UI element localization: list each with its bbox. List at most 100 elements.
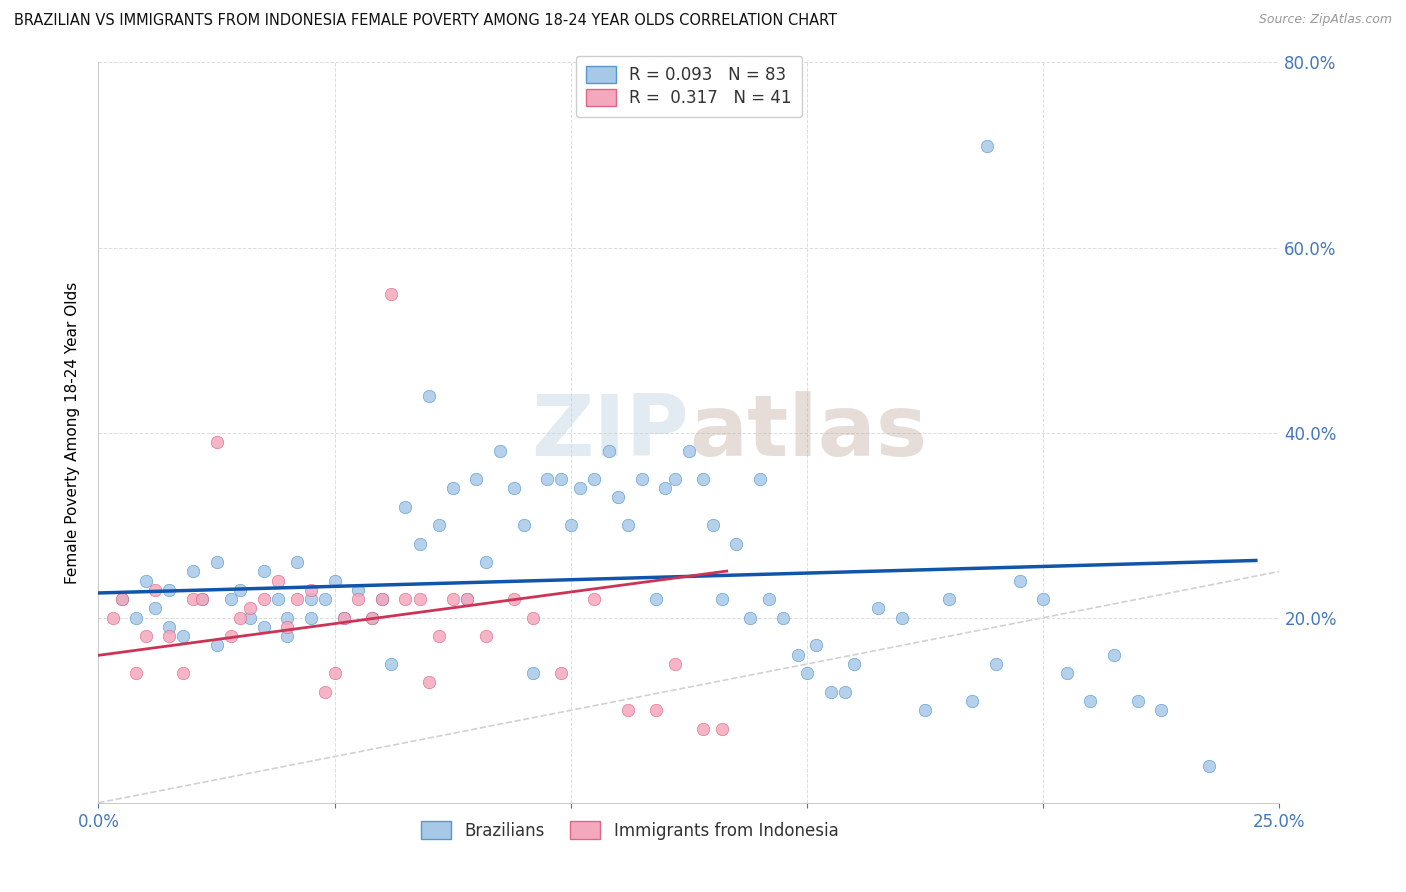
Point [380,286,402,301]
Point [678,444,700,458]
Point [456,592,478,607]
Point [239,601,262,615]
Text: ZIP: ZIP [531,391,689,475]
Point [866,601,889,615]
Point [408,592,430,607]
Point [740,610,762,624]
Point [616,518,638,533]
Point [181,592,204,607]
Point [725,536,748,550]
Point [219,592,242,607]
Point [1056,666,1078,681]
Point [976,138,998,153]
Point [361,610,384,624]
Point [205,639,228,653]
Y-axis label: Female Poverty Among 18-24 Year Olds: Female Poverty Among 18-24 Year Olds [65,282,80,583]
Point [644,703,666,717]
Point [644,592,666,607]
Point [1150,703,1173,717]
Point [692,472,714,486]
Point [654,481,676,495]
Point [1008,574,1031,588]
Point [702,518,724,533]
Point [418,388,440,402]
Point [475,555,498,569]
Point [101,610,124,624]
Point [1032,592,1054,607]
Point [371,592,394,607]
Point [285,592,308,607]
Point [820,685,842,699]
Point [630,472,652,486]
Point [276,629,298,643]
Point [143,582,166,597]
Point [172,666,194,681]
Point [583,472,606,486]
Point [711,722,734,736]
Point [143,601,166,615]
Point [347,592,370,607]
Point [550,472,572,486]
Point [314,592,336,607]
Point [503,592,526,607]
Point [1102,648,1125,662]
Text: BRAZILIAN VS IMMIGRANTS FROM INDONESIA FEMALE POVERTY AMONG 18-24 YEAR OLDS CORR: BRAZILIAN VS IMMIGRANTS FROM INDONESIA F… [14,13,837,29]
Point [427,629,450,643]
Point [890,610,912,624]
Point [834,685,856,699]
Point [125,610,148,624]
Point [253,565,276,579]
Point [314,685,336,699]
Point [441,481,464,495]
Point [219,629,242,643]
Point [253,620,276,634]
Point [536,472,558,486]
Point [1126,694,1149,708]
Point [394,592,416,607]
Point [512,518,534,533]
Point [205,555,228,569]
Point [569,481,592,495]
Point [135,629,157,643]
Point [748,472,770,486]
Point [323,666,346,681]
Point [938,592,960,607]
Point [664,657,686,671]
Point [276,620,298,634]
Point [191,592,214,607]
Point [157,629,180,643]
Point [550,666,572,681]
Point [371,592,394,607]
Point [323,574,346,588]
Point [191,592,214,607]
Point [253,592,276,607]
Text: Source: ZipAtlas.com: Source: ZipAtlas.com [1258,13,1392,27]
Point [172,629,194,643]
Point [276,610,298,624]
Point [427,518,450,533]
Point [333,610,356,624]
Point [844,657,866,671]
Point [380,657,402,671]
Point [984,657,1007,671]
Point [267,574,290,588]
Point [205,434,228,449]
Point [607,491,630,505]
Point [157,582,180,597]
Point [111,592,134,607]
Point [456,592,478,607]
Point [157,620,180,634]
Point [408,536,430,550]
Point [394,500,416,514]
Point [475,629,498,643]
Point [299,610,322,624]
Point [239,610,262,624]
Point [664,472,686,486]
Point [503,481,526,495]
Point [125,666,148,681]
Point [299,592,322,607]
Point [786,648,808,662]
Legend: Brazilians, Immigrants from Indonesia: Brazilians, Immigrants from Indonesia [415,814,845,847]
Point [1198,758,1220,772]
Point [135,574,157,588]
